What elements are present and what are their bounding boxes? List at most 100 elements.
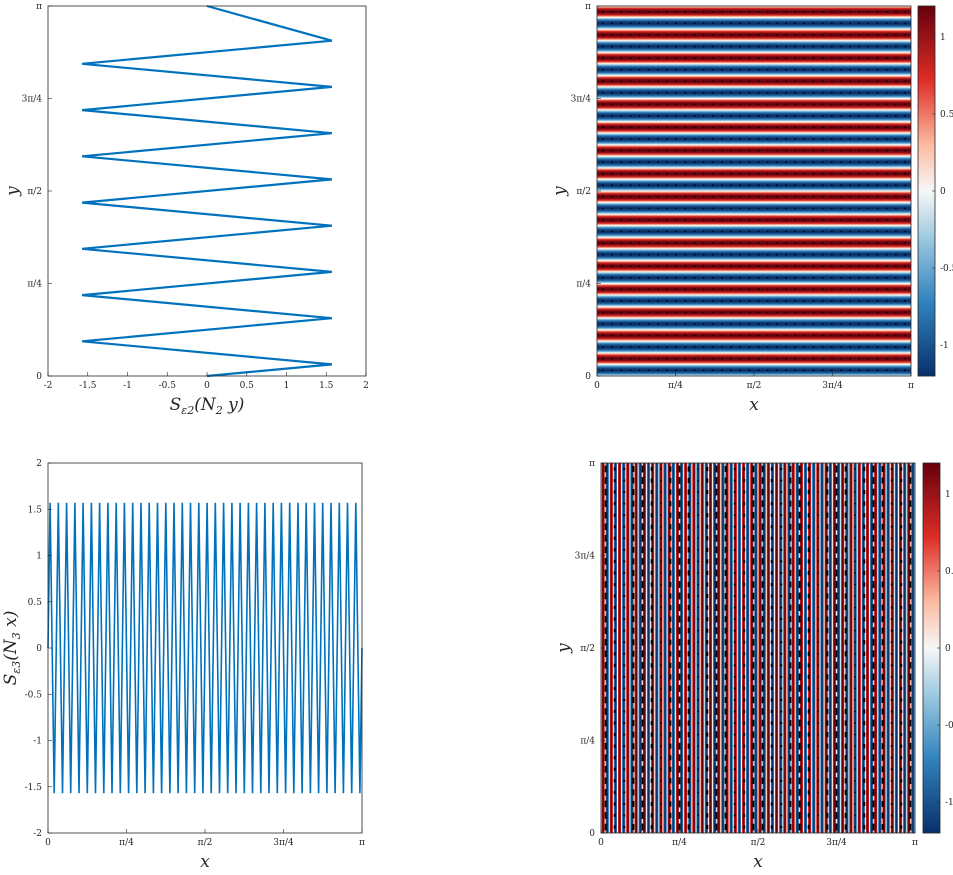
tr-arrow [620,184,622,186]
tr-arrow [877,231,879,233]
tr-arrow [602,288,604,290]
tr-arrow [703,369,705,371]
tr-arrow [721,219,723,221]
tr-arrow [721,173,723,175]
tr-ytick-label-0: 0 [585,372,591,382]
br-arrow [660,676,662,678]
br-cbtick-label-3: -0.5 [945,721,953,731]
tr-arrow [620,219,622,221]
tr-arrow [630,369,632,371]
tr-arrow [822,265,824,267]
br-arrow [660,768,662,770]
tr-arrow [877,11,879,13]
tr-arrow [767,138,769,140]
tr-arrow [831,46,833,48]
br-arrow [817,676,819,678]
tr-arrow [849,207,851,209]
tr-arrow [684,173,686,175]
tr-arrow [703,288,705,290]
tr-arrow [675,242,677,244]
tr-arrow [648,265,650,267]
bl-xtick-label-1: π/4 [119,838,134,848]
tr-arrow [703,184,705,186]
tr-arrow [657,34,659,36]
tr-arrow [703,80,705,82]
bl-ylabel-part: S [1,674,21,686]
tl-xlabel: Sε2(N2 y) [170,395,245,417]
tr-arrow [602,22,604,24]
tr-arrow [703,265,705,267]
tr-arrow [849,138,851,140]
tr-arrow [813,69,815,71]
tr-arrow [648,46,650,48]
tr-arrow [630,219,632,221]
tr-arrow [886,46,888,48]
tr-arrow [813,323,815,325]
tr-arrow [648,115,650,117]
tr-arrow [712,34,714,36]
tr-arrow [712,312,714,314]
tr-arrow [739,254,741,256]
tr-arrow [849,242,851,244]
tr-arrow [620,265,622,267]
br-arrow [697,745,699,747]
br-arrow [660,607,662,609]
tr-arrow [657,219,659,221]
tr-arrow [904,300,906,302]
tr-arrow [620,161,622,163]
br-arrow [660,549,662,551]
br-ylabel: y [554,643,574,654]
tr-arrow [630,69,632,71]
tr-arrow [758,173,760,175]
tr-arrow [831,231,833,233]
tr-arrow [639,80,641,82]
tr-arrow [867,11,869,13]
tr-arrow [803,335,805,337]
tr-arrow [867,254,869,256]
tr-arrow [712,150,714,152]
br-arrow [817,514,819,516]
tr-arrow [767,115,769,117]
tr-arrow [895,11,897,13]
tr-arrow [785,323,787,325]
br-arrow [660,630,662,632]
bl-ytick-label-4: 0 [36,644,42,654]
br-arrow [817,491,819,493]
tr-arrow [840,242,842,244]
tr-arrow [749,219,751,221]
tr-arrow [712,92,714,94]
tr-arrow [684,335,686,337]
tr-arrow [639,219,641,221]
tr-arrow [694,103,696,105]
tr-arrow [630,103,632,105]
tr-arrow [657,335,659,337]
br-ytick-label-2: π/2 [580,644,595,654]
br-arrow [854,618,856,620]
tr-arrow [730,138,732,140]
tr-arrow [813,231,815,233]
tr-arrow [721,184,723,186]
tr-arrow [776,369,778,371]
tr-arrow [657,323,659,325]
tr-arrow [630,34,632,36]
tr-arrow [895,277,897,279]
tr-arrow [858,196,860,198]
tr-arrow [666,219,668,221]
tr-arrow [840,358,842,360]
br-arrow [697,468,699,470]
tr-arrow [620,173,622,175]
tr-arrow [776,207,778,209]
tl-xlabel-part: S [170,395,182,415]
tr-arrow [886,358,888,360]
tr-arrow [602,335,604,337]
tr-arrow [675,11,677,13]
tr-cbtick-label-0: 1 [940,33,946,43]
tr-arrow [675,265,677,267]
tr-arrow [749,161,751,163]
tr-arrow [776,46,778,48]
tr-arrow [630,254,632,256]
tr-arrow [858,242,860,244]
tr-arrow [684,219,686,221]
tr-arrow [721,369,723,371]
tr-arrow [803,346,805,348]
